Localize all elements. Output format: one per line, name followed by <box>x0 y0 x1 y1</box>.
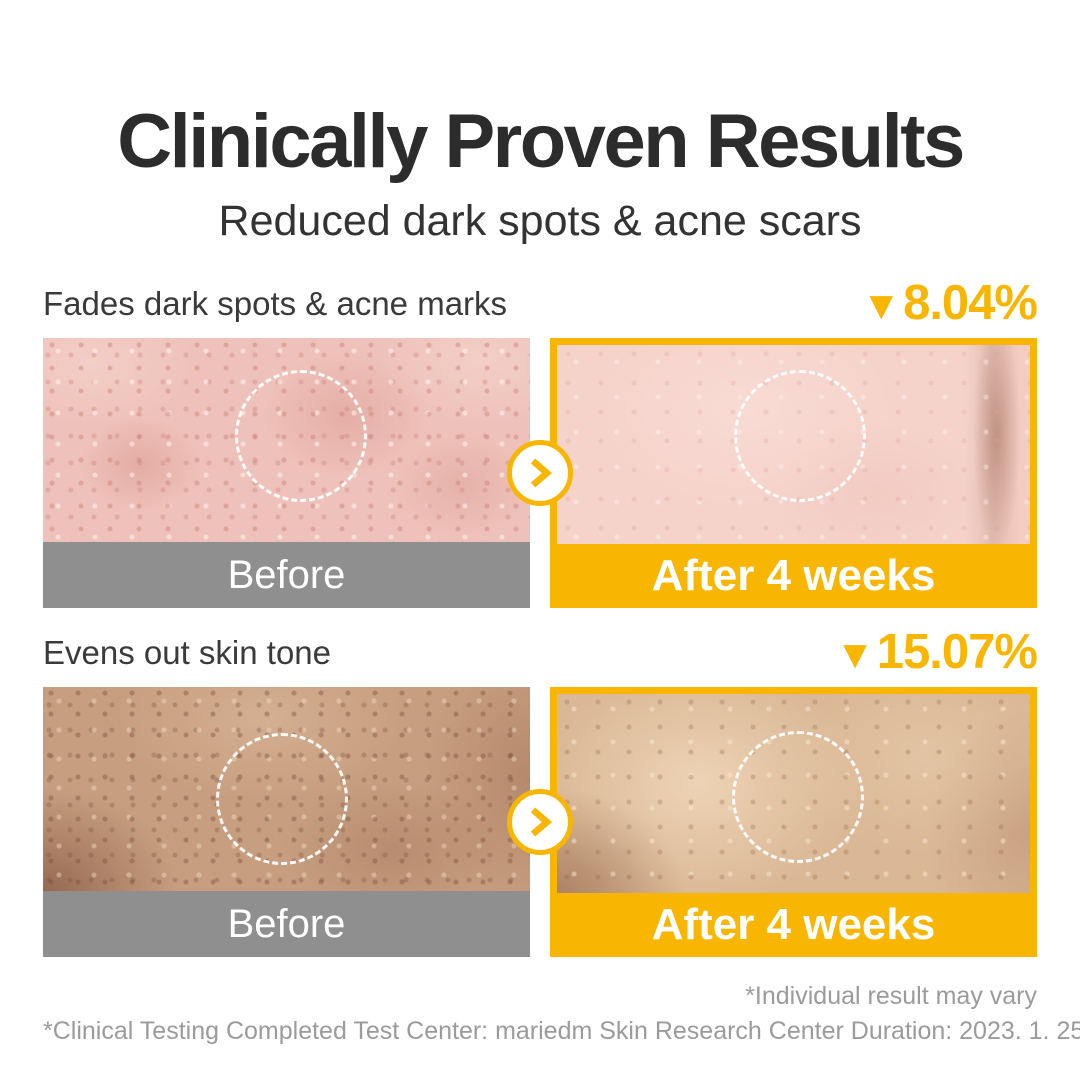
before-panel: Before <box>43 687 530 958</box>
before-label-bar: Before <box>43 542 530 609</box>
header: Clinically Proven Results Reduced dark s… <box>0 0 1080 245</box>
section-label: Evens out skin tone <box>43 634 332 672</box>
after-panel: After 4 weeks <box>550 338 1037 609</box>
after-label-bar: After 4 weeks <box>651 551 936 601</box>
content: Fades dark spots & acne marks ▼8.04% Bef… <box>43 276 1038 958</box>
chevron-right-icon <box>530 807 552 837</box>
before-label-bar: Before <box>43 891 530 958</box>
stat-badge: ▼8.04% <box>861 276 1038 331</box>
stat-value: 15.07% <box>876 625 1038 680</box>
section-header-skin-tone: Evens out skin tone ▼15.07% <box>43 625 1038 680</box>
before-panel: Before <box>43 338 530 609</box>
before-image <box>43 338 530 543</box>
after-image <box>557 694 1030 894</box>
footer: *Individual result may vary *Clinical Te… <box>43 981 1080 1047</box>
before-after-comparison-2: Before After 4 weeks <box>43 687 1037 958</box>
stat-badge: ▼15.07% <box>835 625 1038 680</box>
dashed-circle-icon <box>216 733 348 866</box>
after-image <box>557 345 1030 545</box>
dashed-circle-icon <box>734 370 866 503</box>
chevron-right-icon <box>530 458 552 488</box>
dashed-circle-icon <box>732 731 864 864</box>
before-image <box>43 687 530 892</box>
page-title: Clinically Proven Results <box>117 99 965 184</box>
section-header-dark-spots: Fades dark spots & acne marks ▼8.04% <box>43 276 1038 331</box>
page-subtitle: Reduced dark spots & acne scars <box>218 197 862 245</box>
triangle-down-icon: ▼ <box>835 633 875 678</box>
footer-test-info: *Clinical Testing Completed Test Center:… <box>43 1016 1080 1045</box>
arrow-badge <box>507 440 573 507</box>
footer-disclaimer: *Individual result may vary <box>745 982 1037 1011</box>
arrow-badge <box>507 789 573 856</box>
before-after-comparison-1: Before After 4 weeks <box>43 338 1037 609</box>
after-panel: After 4 weeks <box>550 687 1037 958</box>
stat-value: 8.04% <box>903 276 1038 331</box>
triangle-down-icon: ▼ <box>861 284 901 329</box>
section-label: Fades dark spots & acne marks <box>43 285 508 323</box>
dashed-circle-icon <box>235 370 367 503</box>
after-label-bar: After 4 weeks <box>651 900 936 950</box>
